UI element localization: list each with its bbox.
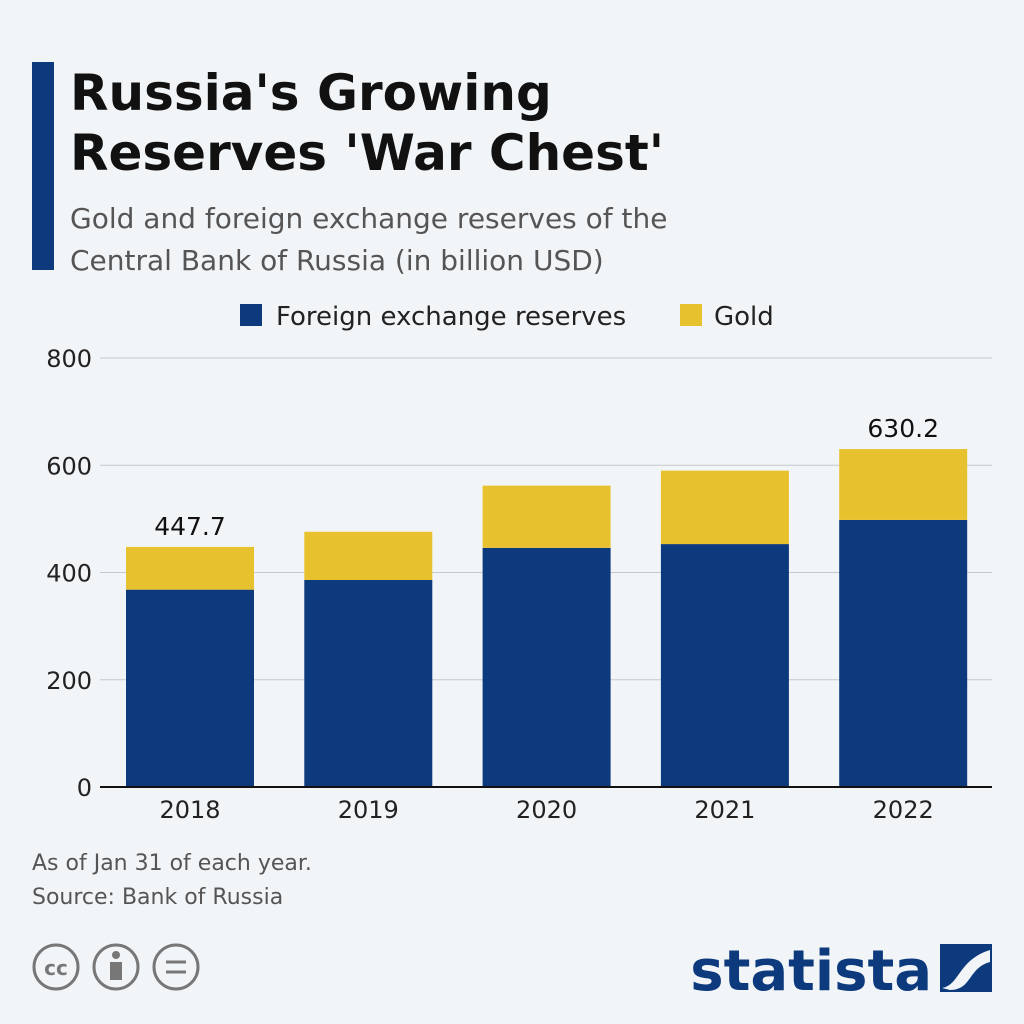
- y-tick-label: 0: [77, 774, 92, 802]
- legend-swatch: [680, 304, 702, 326]
- x-tick-label: 2021: [694, 796, 755, 824]
- brand-logo: [940, 944, 992, 992]
- bar-segment: [660, 470, 789, 545]
- subtitle-line: Gold and foreign exchange reserves of th…: [70, 202, 668, 235]
- title-bar: [32, 62, 54, 270]
- legend-label: Gold: [714, 302, 774, 332]
- source: Source: Bank of Russia: [32, 885, 283, 910]
- subtitle: Gold and foreign exchange reserves of th…: [70, 202, 668, 277]
- y-tick-label: 400: [46, 560, 92, 588]
- x-tick-label: 2022: [873, 796, 934, 824]
- y-tick-label: 200: [46, 667, 92, 695]
- bar-segment: [482, 485, 611, 548]
- chart-title-line: Russia's Growing: [70, 64, 552, 122]
- subtitle-line: Central Bank of Russia (in billion USD): [70, 244, 604, 277]
- legend-swatch: [240, 304, 262, 326]
- x-tick-label: 2018: [159, 796, 220, 824]
- brand: statista: [690, 939, 932, 1004]
- bar-segment: [839, 519, 968, 787]
- legend-label: Foreign exchange reserves: [276, 302, 626, 332]
- y-tick-label: 800: [46, 345, 92, 373]
- total-label: 630.2: [867, 414, 939, 443]
- x-tick-label: 2020: [516, 796, 577, 824]
- bar-segment: [304, 531, 433, 581]
- bar-segment: [660, 544, 789, 787]
- svg-text:cc: cc: [44, 956, 68, 980]
- y-tick-label: 600: [46, 452, 92, 480]
- chart-title-line: Reserves 'War Chest': [70, 124, 664, 182]
- cc-icons: cc: [32, 943, 200, 991]
- bar-segment: [304, 580, 433, 787]
- bar-segment: [482, 547, 611, 787]
- bar-segment: [126, 546, 254, 590]
- note: As of Jan 31 of each year.: [32, 851, 312, 876]
- bar-segment: [126, 589, 254, 787]
- chart-title: Russia's Growing Reserves 'War Chest': [70, 64, 664, 182]
- x-tick-label: 2019: [338, 796, 399, 824]
- bar-segment: [839, 449, 968, 520]
- total-label: 447.7: [154, 512, 226, 541]
